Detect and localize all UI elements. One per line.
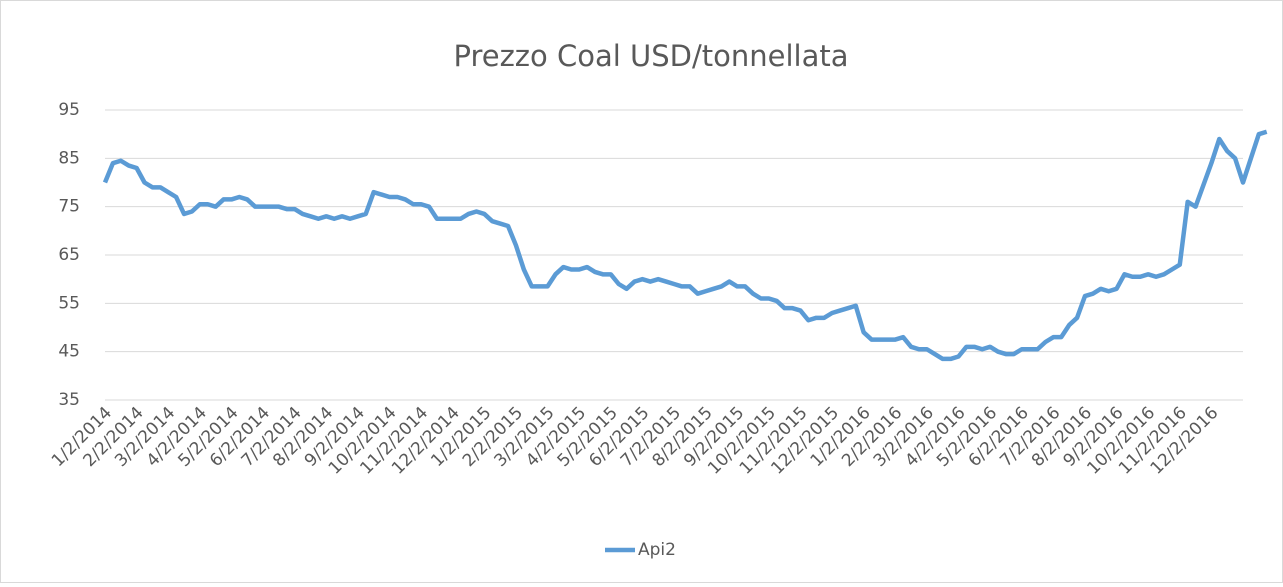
y-tick-label: 65 — [58, 245, 80, 265]
legend-label: Api2 — [638, 540, 676, 560]
y-tick-label: 45 — [58, 342, 80, 362]
y-tick-label: 35 — [58, 390, 80, 410]
data-line — [102, 129, 1268, 362]
y-tick-label: 75 — [58, 197, 80, 217]
y-tick-label: 95 — [58, 100, 80, 120]
chart-title: Prezzo Coal USD/tonnellata — [453, 39, 848, 73]
y-tick-label: 55 — [58, 293, 80, 313]
y-tick-label: 85 — [58, 148, 80, 168]
